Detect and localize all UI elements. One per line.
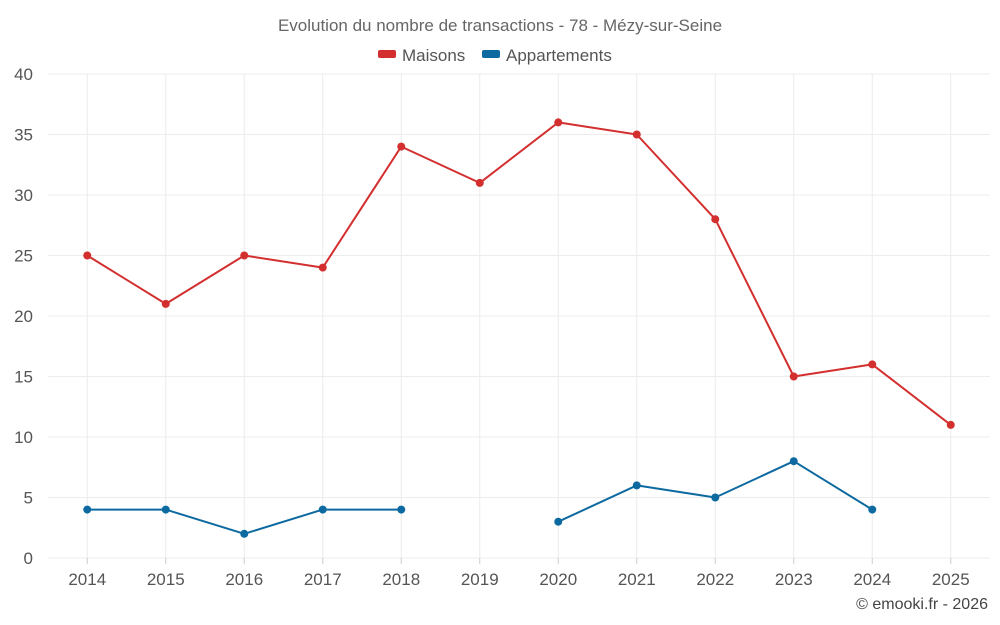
- series-line: [86, 121, 952, 426]
- data-point[interactable]: [868, 505, 877, 514]
- x-tick-label: 2025: [932, 570, 970, 589]
- data-point[interactable]: [632, 130, 641, 139]
- data-point[interactable]: [632, 481, 641, 490]
- data-point[interactable]: [711, 493, 720, 502]
- y-tick-label: 40: [14, 65, 33, 84]
- y-tick-label: 30: [14, 186, 33, 205]
- legend-swatch: [378, 50, 396, 58]
- data-point[interactable]: [554, 517, 563, 526]
- legend-item-appartements[interactable]: Appartements: [482, 46, 612, 65]
- data-point[interactable]: [83, 251, 92, 260]
- data-point[interactable]: [240, 529, 249, 538]
- series-maisons: [83, 118, 955, 429]
- y-tick-label: 10: [14, 428, 33, 447]
- x-tick-label: 2019: [461, 570, 499, 589]
- data-point[interactable]: [83, 505, 92, 514]
- data-point[interactable]: [711, 215, 720, 224]
- legend-label: Maisons: [402, 46, 465, 65]
- data-point[interactable]: [161, 299, 170, 308]
- data-point[interactable]: [475, 178, 484, 187]
- y-tick-label: 0: [24, 549, 33, 568]
- data-point[interactable]: [789, 457, 798, 466]
- x-tick-label: 2017: [304, 570, 342, 589]
- x-tick-label: 2022: [696, 570, 734, 589]
- data-point[interactable]: [240, 251, 249, 260]
- legend-item-maisons[interactable]: Maisons: [378, 46, 465, 65]
- y-tick-label: 5: [24, 489, 33, 508]
- data-point[interactable]: [397, 505, 406, 514]
- y-gridlines: [48, 73, 990, 559]
- y-tick-label: 20: [14, 307, 33, 326]
- x-tick-label: 2014: [68, 570, 106, 589]
- data-point[interactable]: [789, 372, 798, 381]
- x-tick-label: 2024: [853, 570, 891, 589]
- series-appartements: [83, 457, 877, 538]
- legend-swatch: [482, 50, 500, 58]
- data-point[interactable]: [161, 505, 170, 514]
- x-tick-label: 2015: [147, 570, 185, 589]
- data-point[interactable]: [868, 360, 877, 369]
- x-tick-label: 2018: [382, 570, 420, 589]
- data-point[interactable]: [397, 142, 406, 151]
- x-tick-label: 2020: [539, 570, 577, 589]
- x-tick-label: 2016: [225, 570, 263, 589]
- x-tick-label: 2023: [775, 570, 813, 589]
- credit-text: © emooki.fr - 2026: [856, 596, 988, 613]
- data-point[interactable]: [318, 263, 327, 272]
- x-tick-label: 2021: [618, 570, 656, 589]
- legend[interactable]: Maisons Appartements: [378, 46, 612, 65]
- chart-title: Evolution du nombre de transactions - 78…: [278, 16, 722, 35]
- data-point[interactable]: [554, 118, 563, 127]
- y-tick-label: 25: [14, 247, 33, 266]
- series-layer: [83, 118, 955, 538]
- data-point[interactable]: [946, 420, 955, 429]
- y-tick-label: 35: [14, 126, 33, 145]
- legend-label: Appartements: [506, 46, 612, 65]
- x-gridlines: [86, 74, 952, 564]
- data-point[interactable]: [318, 505, 327, 514]
- x-axis-ticks: 2014 2015 2016 2017 2018 2019 2020 2021 2022 2023…: [68, 570, 969, 589]
- y-tick-label: 15: [14, 368, 33, 387]
- y-axis-ticks: 0 5 10 15 20 25 30 35 40: [14, 65, 33, 568]
